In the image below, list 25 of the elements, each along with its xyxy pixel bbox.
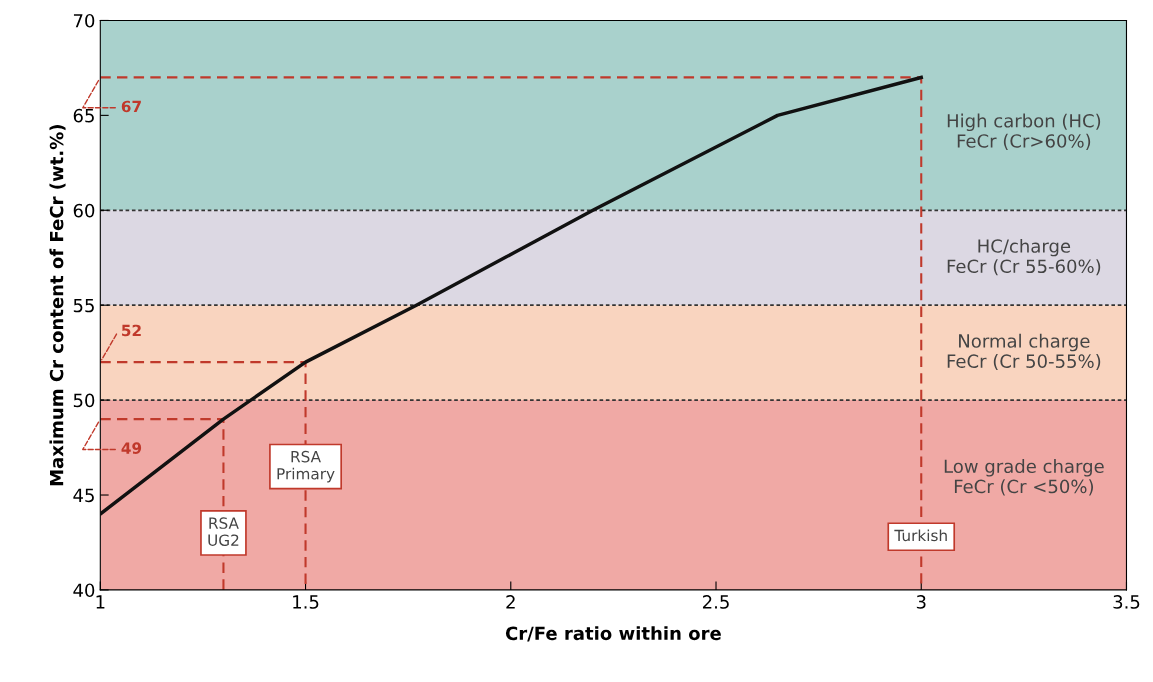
annotation: 49 <box>121 442 142 454</box>
x-tick-label: 3 <box>916 595 926 609</box>
x-tick-label: 2.5 <box>702 595 729 609</box>
annotation: 52 <box>122 324 141 337</box>
y-tick-label: 55 <box>73 298 94 313</box>
band-label: HC/charge FeCr (Cr 55-60%) <box>947 238 1101 276</box>
x-axis-title: Cr/Fe ratio within ore <box>505 626 721 642</box>
band-label: Normal charge FeCr (Cr 50-55%) <box>947 333 1101 371</box>
y-tick-label: 60 <box>73 203 95 218</box>
annotation: Turkish <box>894 529 947 542</box>
annotation: RSA Primary <box>277 450 335 483</box>
y-tick-label: 50 <box>73 393 95 408</box>
y-tick-label: 45 <box>73 488 94 503</box>
annotation: 67 <box>121 100 141 113</box>
y-axis-title: Maximum Cr content of FeCr (wt.%) <box>49 125 66 486</box>
y-tick-label: 70 <box>73 13 95 28</box>
x-tick-label: 1.5 <box>293 595 319 609</box>
annotation: RSA UG2 <box>208 517 239 546</box>
y-tick-label: 40 <box>73 583 95 598</box>
x-tick-label: 2 <box>506 595 515 609</box>
x-tick-label: 1 <box>96 595 105 609</box>
x-tick-label: 3.5 <box>1113 595 1140 609</box>
band-label: Low grade charge FeCr (Cr <50%) <box>944 459 1104 496</box>
band-label: High carbon (HC) FeCr (Cr>60%) <box>947 113 1101 150</box>
y-tick-label: 65 <box>73 108 94 123</box>
